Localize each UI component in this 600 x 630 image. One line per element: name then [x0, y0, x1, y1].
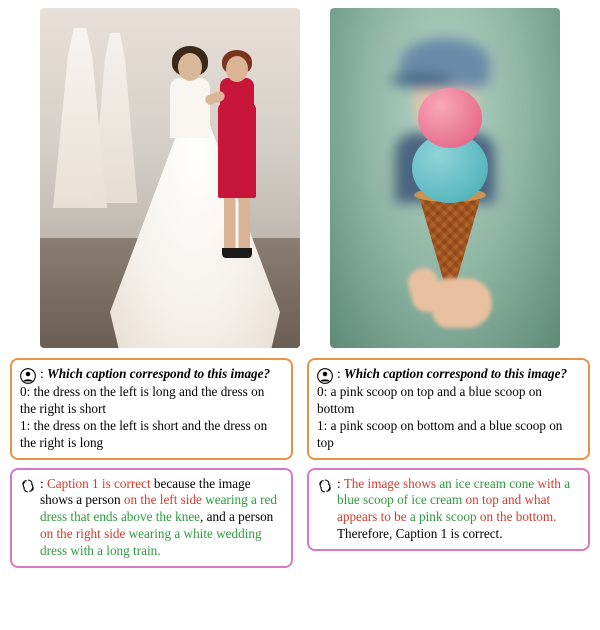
answer-phrase: , and a person	[200, 509, 273, 524]
prompt-text: Which caption correspond to this image?	[344, 366, 567, 381]
answer-phrase: with	[537, 476, 564, 491]
bridal-scene-illustration	[40, 8, 300, 348]
answer-phrase: an ice cream cone	[439, 476, 537, 491]
right-column: : Which caption correspond to this image…	[307, 358, 590, 568]
answer-phrase: Caption 1 is correct	[47, 476, 154, 491]
images-row	[10, 8, 590, 348]
answer-phrase: The image shows	[344, 476, 440, 491]
example-image-right	[330, 8, 560, 348]
answer-text-right: : The image shows an ice cream cone with…	[337, 476, 580, 544]
user-question-right: : Which caption correspond to this image…	[307, 358, 590, 460]
user-icon	[317, 368, 333, 384]
option-1: 1: the dress on the left is short and th…	[20, 418, 283, 452]
answer-phrase: on the left side	[124, 492, 205, 507]
user-icon	[20, 368, 36, 384]
bot-answer-right: : The image shows an ice cream cone with…	[307, 468, 590, 552]
left-column: : Which caption correspond to this image…	[10, 358, 293, 568]
example-image-left	[40, 8, 300, 348]
prompt-text: Which caption correspond to this image?	[47, 366, 270, 381]
answer-phrase: on the bottom.	[480, 509, 557, 524]
option-0: 0: a pink scoop on top and a blue scoop …	[317, 384, 580, 418]
bot-answer-left: : Caption 1 is correct because the image…	[10, 468, 293, 568]
answer-phrase: on the right side	[40, 526, 129, 541]
user-question-left: : Which caption correspond to this image…	[10, 358, 293, 460]
option-1: 1: a pink scoop on bottom and a blue sco…	[317, 418, 580, 452]
answer-phrase: Therefore, Caption 1 is correct.	[337, 526, 503, 541]
qa-row: : Which caption correspond to this image…	[10, 358, 590, 568]
icecream-scene-illustration	[330, 8, 560, 348]
openai-icon	[317, 478, 333, 494]
answer-phrase: a pink scoop	[410, 509, 480, 524]
openai-icon	[20, 478, 36, 494]
answer-text-left: : Caption 1 is correct because the image…	[40, 476, 283, 560]
option-0: 0: the dress on the left is long and the…	[20, 384, 283, 418]
